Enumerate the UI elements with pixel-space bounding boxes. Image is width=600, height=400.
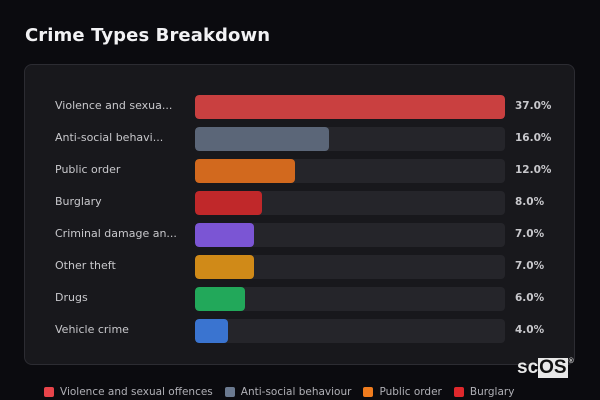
legend-item[interactable]: Violence and sexual offences — [44, 386, 213, 398]
bar-fill[interactable] — [195, 223, 254, 247]
legend-swatch-icon — [453, 387, 464, 397]
bar-label: Burglary — [55, 195, 102, 208]
legend-item[interactable]: Public order — [363, 386, 442, 398]
bar-label: Anti-social behavi... — [55, 131, 164, 144]
chart-legend: Violence and sexual offences Anti-social… — [44, 386, 514, 398]
legend-item[interactable]: Burglary — [453, 386, 515, 398]
bar-fill[interactable] — [195, 159, 296, 183]
bar-track — [195, 223, 505, 247]
bar-value: 4.0% — [515, 324, 545, 336]
bar-value: 7.0% — [515, 260, 545, 272]
bar-track — [195, 287, 505, 311]
bar-track — [195, 95, 505, 119]
legend-item[interactable]: Anti-social behaviour — [224, 386, 352, 398]
bar-row: Public order 12.0% — [25, 159, 574, 183]
bar-value: 7.0% — [515, 228, 545, 240]
bar-fill[interactable] — [195, 287, 246, 311]
bar-value: 8.0% — [515, 196, 545, 208]
legend-swatch-icon — [363, 387, 374, 397]
bar-row: Violence and sexua... 37.0% — [25, 95, 574, 119]
bar-track — [195, 159, 505, 183]
legend-label: Public order — [379, 386, 442, 398]
bar-label: Vehicle crime — [55, 323, 129, 336]
legend-label: Violence and sexual offences — [60, 386, 213, 398]
bar-label: Other theft — [55, 259, 116, 272]
bar-value: 37.0% — [515, 100, 552, 112]
legend-swatch-icon — [224, 387, 235, 397]
bar-fill[interactable] — [195, 191, 262, 215]
chart-card: Violence and sexua... 37.0% Anti-social … — [24, 64, 575, 365]
bar-fill[interactable] — [195, 127, 329, 151]
bar-track — [195, 127, 505, 151]
bar-track — [195, 255, 505, 279]
bar-row: Vehicle crime 4.0% — [25, 319, 574, 343]
bar-row: Criminal damage an... 7.0% — [25, 223, 574, 247]
bar-label: Violence and sexua... — [55, 99, 173, 112]
bar-value: 6.0% — [515, 292, 545, 304]
watermark-text-b: OS — [538, 357, 568, 378]
chart-title: Crime Types Breakdown — [25, 25, 271, 46]
legend-label: Anti-social behaviour — [240, 386, 352, 398]
bar-row: Anti-social behavi... 16.0% — [25, 127, 574, 151]
bar-label: Drugs — [55, 291, 88, 304]
bar-row: Burglary 8.0% — [25, 191, 574, 215]
registered-icon: ® — [568, 358, 574, 365]
bar-value: 12.0% — [515, 164, 552, 176]
watermark-text-a: sc — [517, 357, 539, 378]
bar-track — [195, 191, 505, 215]
bar-fill[interactable] — [195, 95, 505, 119]
bar-fill[interactable] — [195, 255, 254, 279]
bar-row: Drugs 6.0% — [25, 287, 574, 311]
bar-value: 16.0% — [515, 132, 552, 144]
watermark-logo: sc OS ® — [517, 358, 574, 378]
bar-fill[interactable] — [195, 319, 229, 343]
bar-label: Criminal damage an... — [55, 227, 177, 240]
legend-label: Burglary — [469, 386, 515, 398]
bar-label: Public order — [55, 163, 121, 176]
legend-swatch-icon — [44, 387, 54, 397]
bar-row: Other theft 7.0% — [25, 255, 574, 279]
bar-track — [195, 319, 505, 343]
